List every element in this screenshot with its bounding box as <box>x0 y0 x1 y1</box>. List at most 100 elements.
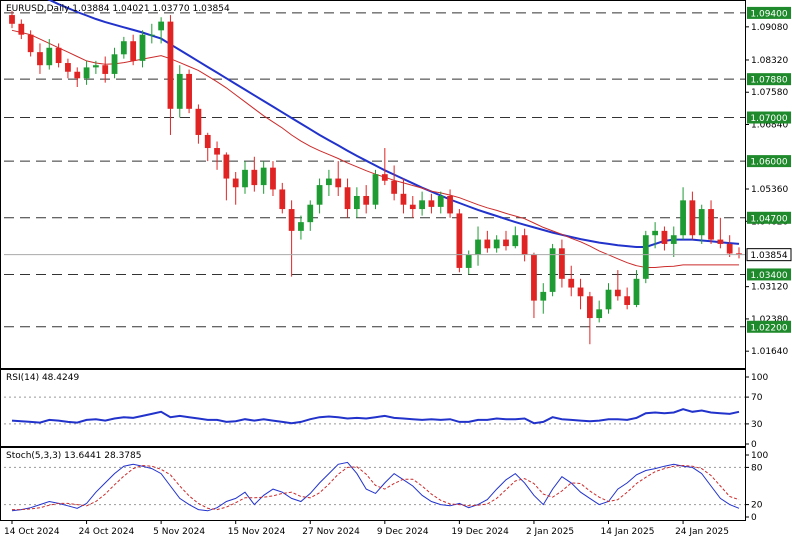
candle-body <box>736 253 742 255</box>
ohlc-readout: 1.03884 1.04021 1.03770 1.03854 <box>72 4 230 14</box>
level-tag <box>747 73 791 86</box>
candle-body <box>670 235 677 244</box>
level-label: 1.07880 <box>750 76 787 86</box>
oscillator-tick-label: 0 <box>751 513 757 523</box>
price-tick-label: 1.07580 <box>751 88 788 98</box>
candle-body <box>307 204 314 223</box>
level-label: 1.03400 <box>750 271 787 281</box>
oscillator-tick-label: 30 <box>751 420 763 430</box>
level-label: 1.09400 <box>750 9 787 19</box>
candle-body <box>614 289 621 297</box>
candle-body <box>55 47 62 64</box>
candle-body <box>642 235 649 279</box>
candle-body <box>158 21 165 31</box>
price-tick-label: 1.05360 <box>751 185 788 195</box>
level-label: 1.02200 <box>750 323 787 333</box>
time-tick-label: 2 Jan 2025 <box>526 527 574 537</box>
time-tick-label: 27 Nov 2024 <box>302 527 360 537</box>
candle-body <box>717 239 724 244</box>
candle-body <box>204 134 211 149</box>
candle-body <box>437 195 444 207</box>
candle-body <box>586 296 593 319</box>
oscillator-tick-label: 0 <box>751 440 757 450</box>
price-tick-label: 1.09080 <box>751 23 788 33</box>
fast-moving-average-line <box>11 29 739 268</box>
candle-body <box>708 209 714 240</box>
candle-body <box>270 167 276 190</box>
candle-body <box>568 278 575 288</box>
candle-body <box>214 148 220 155</box>
candle-body <box>186 73 192 109</box>
candle-body <box>326 178 332 186</box>
oscillator-tick-label: 100 <box>751 373 768 383</box>
candle-body <box>195 108 202 135</box>
level-tag <box>747 111 791 124</box>
candle-body <box>344 187 351 210</box>
price-panel <box>0 0 746 369</box>
candle-body <box>680 200 686 236</box>
candle-body <box>102 65 109 74</box>
candle-body <box>391 180 398 194</box>
candle-body <box>316 185 323 205</box>
candle-body <box>456 213 463 268</box>
candle-body <box>577 287 584 297</box>
candle-body <box>512 235 519 247</box>
current-price-label: 1.03854 <box>750 251 787 261</box>
candle-body <box>232 178 239 188</box>
candle-body <box>409 204 416 210</box>
candle-body <box>652 230 659 236</box>
candle-body <box>176 73 183 109</box>
candle-body <box>148 34 155 36</box>
candle-body <box>27 34 34 53</box>
candle-body <box>298 222 304 231</box>
candle-body <box>18 23 25 35</box>
oscillator-tick-label: 70 <box>751 393 763 403</box>
candle-body <box>484 239 491 249</box>
candle-body <box>465 254 472 268</box>
level-tag <box>747 268 791 281</box>
level-label: 1.04700 <box>750 214 787 224</box>
level-tag <box>747 155 791 168</box>
candle-body <box>167 21 174 109</box>
candle-body <box>37 52 43 66</box>
oscillator-signal-line <box>12 464 740 511</box>
candle-body <box>279 189 286 210</box>
oscillator-tick-label: 20 <box>751 501 763 511</box>
price-tick-label: 1.08320 <box>751 56 788 66</box>
candle-body <box>353 195 360 210</box>
candle-body <box>46 47 53 66</box>
price-tick-label: 1.02380 <box>751 315 788 325</box>
time-tick-label: 9 Dec 2024 <box>377 527 429 537</box>
time-tick-label: 5 Nov 2024 <box>153 527 205 537</box>
candle-body <box>689 200 696 236</box>
candle-body <box>531 254 537 301</box>
candle-body <box>503 239 509 247</box>
candle-body <box>9 15 15 24</box>
candle-body <box>661 230 668 244</box>
candle-body <box>419 200 425 210</box>
candle-body <box>120 41 127 55</box>
time-tick-label: 15 Nov 2024 <box>228 527 286 537</box>
time-tick-label: 14 Jan 2025 <box>601 527 655 537</box>
candle-body <box>260 167 267 186</box>
candle-body <box>559 248 565 279</box>
candle-body <box>363 195 370 205</box>
time-tick-label: 24 Jan 2025 <box>675 527 729 537</box>
candle-body <box>596 309 603 319</box>
time-tick-label: 24 Oct 2024 <box>79 527 135 537</box>
candle-body <box>428 200 435 207</box>
price-tick-label: 1.01640 <box>751 347 788 357</box>
candle-body <box>726 243 733 254</box>
candle-body <box>65 63 71 72</box>
candle-body <box>111 54 118 74</box>
rsi-title: RSI(14) 48.4249 <box>6 373 80 383</box>
oscillator-tick-label: 100 <box>751 451 768 461</box>
rsi-panel <box>0 369 746 447</box>
candle-body <box>400 193 407 205</box>
level-label: 1.07000 <box>750 114 787 124</box>
candle-body <box>540 291 547 301</box>
candle-body <box>447 195 453 214</box>
chart-header: EURUSD,Daily 1.03884 1.04021 1.03770 1.0… <box>6 4 230 14</box>
candle-body <box>251 169 258 186</box>
